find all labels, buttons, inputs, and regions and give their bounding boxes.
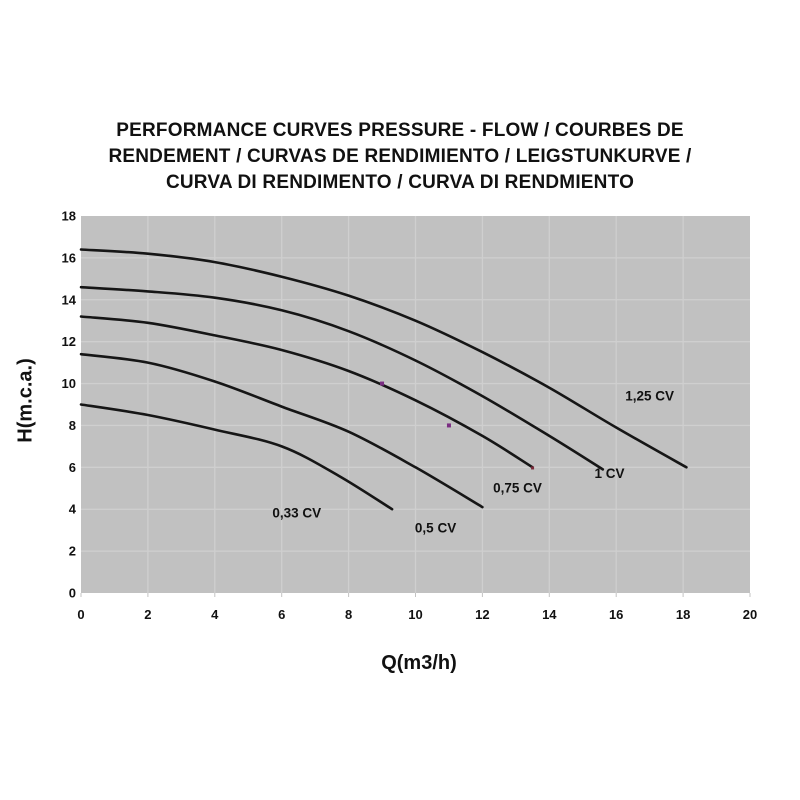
curve-0-5-cv — [79, 352, 484, 509]
y-tick-label: 14 — [62, 292, 77, 307]
duty-point-marker — [380, 381, 385, 386]
y-tick-label: 16 — [62, 250, 76, 265]
x-tick-label: 12 — [475, 607, 489, 622]
chart-title-line3: CURVA DI RENDIMENTO / CURVA DI RENDMIENT… — [165, 172, 635, 193]
y-tick-label: 2 — [69, 544, 76, 559]
duty-point-marker — [531, 466, 535, 470]
x-tick-label: 14 — [542, 607, 557, 622]
curve-label-1-25-cv: 1,25 CV — [625, 388, 674, 403]
x-tick-label: 6 — [278, 607, 285, 622]
x-tick-label: 2 — [144, 607, 151, 622]
curve-label-1-cv: 1 CV — [595, 466, 625, 481]
duty-point-marker — [446, 423, 451, 428]
x-tick-label: 20 — [743, 607, 757, 622]
y-tick-label: 0 — [69, 586, 76, 601]
curve-label-0-75-cv: 0,75 CV — [493, 480, 542, 495]
x-tick-label: 10 — [408, 607, 422, 622]
y-tick-label: 10 — [62, 376, 76, 391]
chart-title-line2: RENDEMENT / CURVAS DE RENDIMIENTO / LEIG… — [108, 146, 692, 167]
chart-title: PERFORMANCE CURVES PRESSURE - FLOW / COU… — [0, 118, 800, 196]
y-tick-label: 4 — [69, 502, 77, 517]
curve-0-33-cv — [79, 403, 394, 511]
x-tick-label: 18 — [676, 607, 690, 622]
x-tick-label: 0 — [77, 607, 84, 622]
curve-1-25-cv — [79, 248, 688, 469]
x-axis-title: Q(m3/h) — [381, 652, 457, 674]
curve-1-cv — [79, 285, 605, 471]
y-axis-title: H(m.c.a.) — [14, 358, 37, 443]
x-tick-label: 4 — [211, 607, 219, 622]
y-tick-label: 6 — [69, 460, 76, 475]
curve-label-0-5-cv: 0,5 CV — [415, 520, 456, 535]
y-tick-label: 12 — [62, 334, 76, 349]
y-tick-label: 8 — [69, 418, 76, 433]
curve-label-0-33-cv: 0,33 CV — [272, 506, 321, 521]
x-tick-label: 8 — [345, 607, 352, 622]
curve-0-75-cv — [79, 315, 534, 469]
chart-title-line1: PERFORMANCE CURVES PRESSURE - FLOW / COU… — [116, 120, 684, 141]
y-tick-label: 18 — [62, 209, 76, 224]
x-tick-label: 16 — [609, 607, 623, 622]
